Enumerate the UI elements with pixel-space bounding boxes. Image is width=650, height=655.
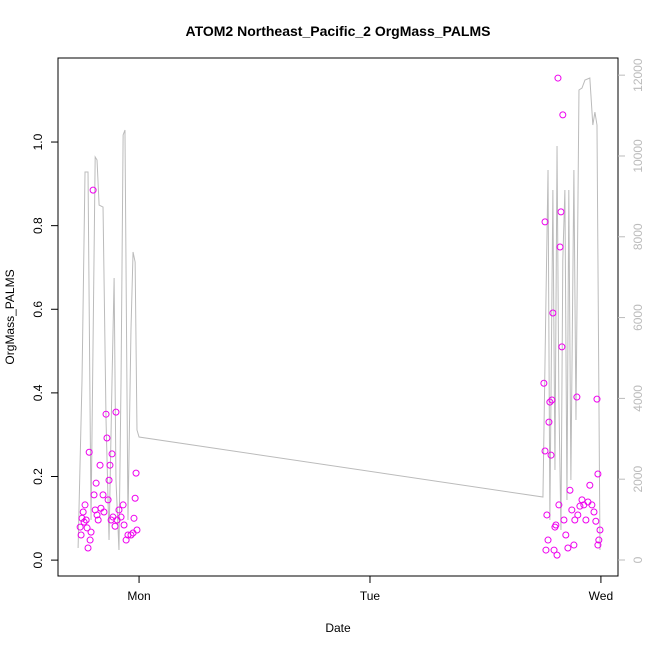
point <box>570 541 578 549</box>
point <box>84 544 92 552</box>
point <box>594 470 602 478</box>
point <box>96 461 104 469</box>
point <box>86 536 94 544</box>
point <box>544 536 552 544</box>
point <box>93 511 101 519</box>
point <box>593 395 601 403</box>
point <box>103 434 111 442</box>
point <box>543 511 551 519</box>
point <box>554 74 562 82</box>
point <box>79 508 87 516</box>
y-tick-label: 0.6 <box>31 301 45 318</box>
point <box>131 494 139 502</box>
point <box>120 521 128 529</box>
chart-title: ATOM2 Northeast_Pacific_2 OrgMass_PALMS <box>186 23 491 39</box>
point <box>541 447 549 455</box>
y-tick-label: 1.0 <box>31 133 45 150</box>
point <box>548 396 556 404</box>
point <box>540 379 548 387</box>
point <box>552 521 560 529</box>
point <box>119 501 127 509</box>
point <box>594 541 602 549</box>
y-tick-label: 0.2 <box>31 468 45 485</box>
x-axis-label: Date <box>325 621 351 635</box>
point <box>100 508 108 516</box>
point <box>549 309 557 317</box>
y-tick-label: 0.8 <box>31 217 45 234</box>
point <box>94 516 102 524</box>
y2-tick-label: 8000 <box>631 223 645 250</box>
point <box>76 523 84 531</box>
point <box>553 551 561 559</box>
point <box>588 501 596 509</box>
point <box>576 502 584 510</box>
point <box>132 469 140 477</box>
point <box>83 524 91 532</box>
plot-box <box>57 57 619 577</box>
point <box>550 546 558 554</box>
point <box>560 516 568 524</box>
point <box>556 243 564 251</box>
y-tick-label: 0.0 <box>31 551 45 568</box>
y2-tick-label: 4000 <box>631 385 645 412</box>
point <box>115 506 123 514</box>
point <box>545 418 553 426</box>
point <box>102 410 110 418</box>
point <box>89 186 97 194</box>
y2-tick-label: 0 <box>631 556 645 563</box>
point <box>571 516 579 524</box>
point <box>133 526 141 534</box>
point <box>582 516 590 524</box>
point <box>87 528 95 536</box>
point <box>105 476 113 484</box>
y-tick-label: 0.4 <box>31 384 45 401</box>
point <box>77 531 85 539</box>
point <box>592 517 600 525</box>
point <box>112 408 120 416</box>
point <box>562 531 570 539</box>
x-tick-label: Wed <box>589 589 613 603</box>
line <box>77 77 601 551</box>
point <box>542 546 550 554</box>
point <box>80 518 88 526</box>
y2-tick-label: 6000 <box>631 304 645 331</box>
point <box>555 501 563 509</box>
point <box>85 448 93 456</box>
point <box>90 491 98 499</box>
point <box>117 513 125 521</box>
y2-tick-label: 10000 <box>631 139 645 173</box>
y-axis-label: OrgMass_PALMS <box>3 269 17 364</box>
point <box>558 343 566 351</box>
point <box>104 496 112 504</box>
point <box>568 506 576 514</box>
point <box>92 479 100 487</box>
point <box>586 481 594 489</box>
point <box>590 508 598 516</box>
point <box>573 393 581 401</box>
point <box>81 501 89 509</box>
point <box>546 398 554 406</box>
point <box>106 461 114 469</box>
point <box>541 218 549 226</box>
point <box>559 111 567 119</box>
point <box>557 208 565 216</box>
point <box>566 486 574 494</box>
point <box>595 536 603 544</box>
point <box>130 514 138 522</box>
point <box>547 451 555 459</box>
point <box>127 531 135 539</box>
y2-tick-label: 12000 <box>631 58 645 92</box>
x-tick-label: Tue <box>360 589 381 603</box>
point <box>564 544 572 552</box>
y2-tick-label: 2000 <box>631 466 645 493</box>
point <box>82 516 90 524</box>
point <box>596 526 604 534</box>
point <box>108 450 116 458</box>
x-tick-label: Mon <box>127 589 150 603</box>
point <box>111 522 119 530</box>
point <box>574 511 582 519</box>
point <box>99 491 107 499</box>
